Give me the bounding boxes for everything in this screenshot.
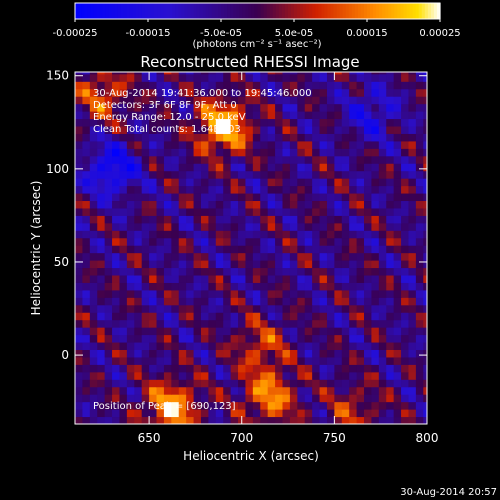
y-tick-label: 100 <box>46 162 69 176</box>
annotation-total-counts: Clean Total counts: 1.64E+03 <box>93 124 241 135</box>
chart-title: Reconstructed RHESSI Image <box>140 53 359 71</box>
footer-timestamp: 30-Aug-2014 20:57 <box>400 487 497 498</box>
colorbar-tick-label: -0.00015 <box>126 28 171 39</box>
colorbar-tick-label: -0.00025 <box>53 28 98 39</box>
y-tick-label: 0 <box>61 348 69 362</box>
x-tick-label: 750 <box>323 431 346 445</box>
y-tick-label: 50 <box>54 255 69 269</box>
y-axis-label: Heliocentric Y (arcsec) <box>29 181 43 316</box>
colorbar: -0.00025 -0.00015 -5.0e-05 5.0e-05 0.00015 0.… <box>53 2 461 50</box>
annotation-energy-range: Energy Range: 12.0 - 25.0 keV <box>93 112 246 123</box>
annotation-block: 30-Aug-2014 19:41:36.000 to 19:45:46.000… <box>93 88 312 135</box>
x-tick-label: 800 <box>416 431 439 445</box>
colorbar-ticks: -0.00025 -0.00015 -5.0e-05 5.0e-05 0.00015 0.… <box>53 19 461 39</box>
colorbar-tick-label: -5.0e-05 <box>200 28 242 39</box>
colorbar-tick-label: 5.0e-05 <box>275 28 313 39</box>
x-tick-label: 650 <box>138 431 161 445</box>
x-axis-label: Heliocentric X (arcsec) <box>183 449 319 463</box>
colorbar-units-label: (photons cm⁻² s⁻¹ asec⁻²) <box>192 39 321 50</box>
peak-position-label: Position of Peak = [690,123] <box>93 401 236 412</box>
y-tick-label: 150 <box>46 69 69 83</box>
colorbar-gradient <box>75 3 441 19</box>
colorbar-tick-label: 0.00015 <box>346 28 387 39</box>
plot-frame <box>74 71 428 425</box>
colorbar-frame <box>74 2 441 20</box>
annotation-time-range: 30-Aug-2014 19:41:36.000 to 19:45:46.000 <box>93 88 312 99</box>
colorbar-tick-label: 0.00025 <box>419 28 460 39</box>
heatmap-image <box>75 72 427 424</box>
x-tick-label: 700 <box>230 431 253 445</box>
axis-ticks: 650 700 750 800 0 50 100 150 <box>46 69 438 445</box>
annotation-detectors: Detectors: 3F 6F 8F 9F, Att 0 <box>93 100 237 111</box>
